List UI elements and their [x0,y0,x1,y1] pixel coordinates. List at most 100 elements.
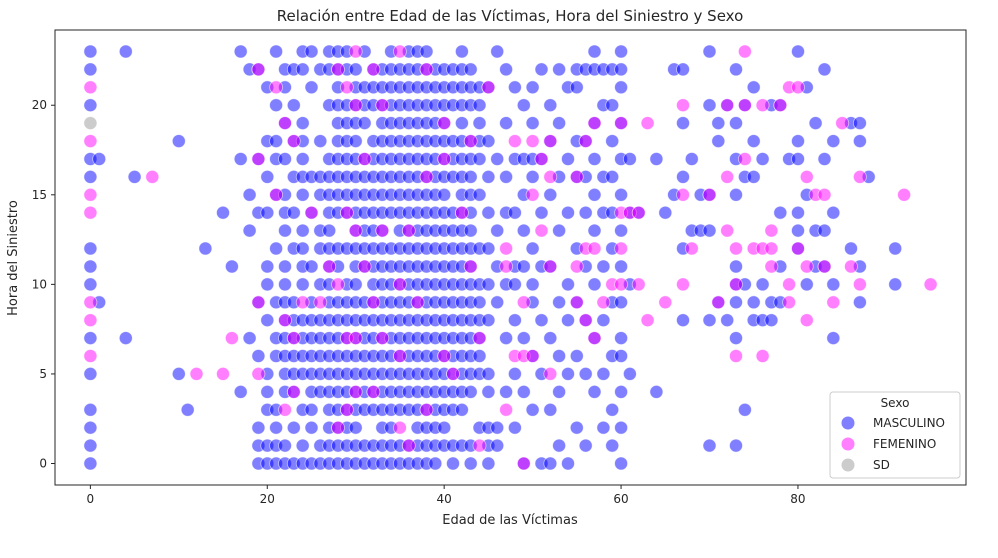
data-point [543,402,558,417]
data-point [508,205,522,220]
data-point [676,313,690,328]
data-point [357,152,372,166]
data-point [755,349,770,363]
data-point [552,384,566,399]
data-point [472,152,487,166]
data-point [534,62,549,77]
data-point [313,134,328,149]
data-point [569,295,584,310]
data-point [534,223,549,238]
data-point [543,169,558,184]
data-point [684,241,699,256]
data-point [366,62,381,77]
data-point [392,277,407,292]
data-point [260,169,275,184]
data-point [83,420,98,435]
data-point [649,152,664,166]
data-point [729,187,743,202]
legend-label-masculino: MASCULINO [873,416,945,430]
data-point [543,98,558,113]
data-point [92,152,107,166]
data-point [499,169,514,184]
data-point [799,169,814,184]
data-point [853,116,867,130]
data-point [605,438,620,453]
data-point [260,205,275,220]
data-point [516,384,531,399]
data-point [454,205,469,220]
data-point [463,259,478,274]
data-point [171,366,186,381]
data-point [286,134,301,149]
data-point [720,313,735,328]
data-point [260,384,275,399]
data-point [543,259,558,274]
data-point [278,259,292,274]
data-point [83,313,98,328]
data-point [83,134,98,149]
data-point [295,241,310,256]
data-point [481,384,496,399]
data-point [392,44,407,59]
data-point [419,44,434,59]
data-point [569,349,584,363]
data-point [614,116,628,130]
data-point [437,116,452,130]
data-point [490,152,505,166]
data-point [561,313,575,328]
data-point [454,44,469,59]
data-point [304,420,319,435]
data-point [569,169,584,184]
data-point [587,116,602,130]
data-point [561,205,575,220]
data-point [348,62,363,77]
data-point [516,295,531,310]
data-point [614,62,628,77]
data-point [366,384,381,399]
data-point [490,44,505,59]
data-point [853,169,867,184]
data-point [596,420,611,435]
data-point [782,295,796,310]
data-point [614,456,628,471]
data-point [392,349,407,363]
x-axis-label: Edad de las Víctimas [442,513,578,528]
data-point [499,384,514,399]
data-point [463,384,478,399]
data-point [242,223,257,238]
data-point [746,169,761,184]
data-point [720,98,735,113]
data-point [304,205,319,220]
data-point [278,277,292,292]
data-point [216,205,230,220]
data-point [897,187,911,202]
data-point [499,62,514,77]
data-point [348,44,363,59]
data-point [278,438,292,453]
data-point [676,62,690,77]
data-point [251,152,266,166]
data-point [189,366,204,381]
y-tick-label: 0 [39,457,47,471]
data-point [552,295,566,310]
data-point [375,98,390,113]
data-point [331,62,345,77]
data-point [499,331,514,346]
data-point [525,80,540,95]
data-point [676,98,690,113]
data-point [729,331,743,346]
data-point [702,187,717,202]
data-point [481,277,496,292]
data-point [587,277,602,292]
data-point [357,259,372,274]
data-point [702,438,717,453]
data-point [640,116,655,130]
data-point [888,241,903,256]
data-point [286,420,301,435]
data-point [817,62,832,77]
data-point [428,456,443,471]
data-point [83,116,98,130]
data-point [269,98,284,113]
x-tick-label: 60 [613,492,628,506]
data-point [764,241,779,256]
